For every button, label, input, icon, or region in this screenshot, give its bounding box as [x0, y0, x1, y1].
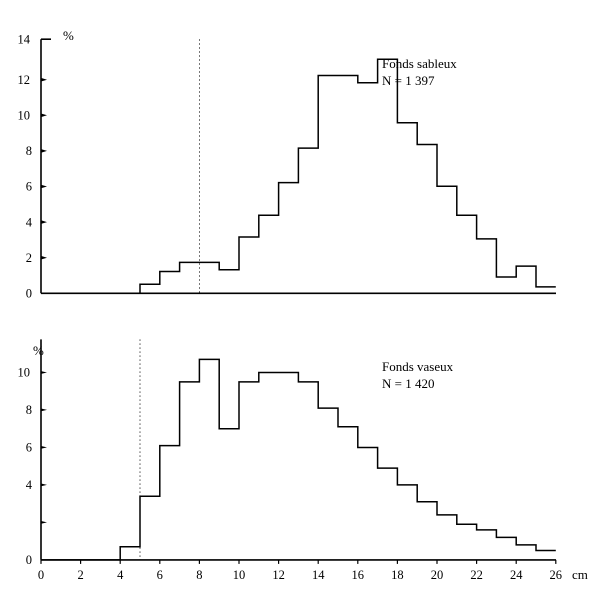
svg-text:10: 10	[233, 568, 246, 582]
svg-text:4: 4	[117, 568, 124, 582]
svg-text:10: 10	[18, 109, 31, 123]
svg-text:12: 12	[272, 568, 285, 582]
svg-text:26: 26	[550, 568, 563, 582]
svg-text:N = 1 397: N = 1 397	[382, 73, 435, 88]
svg-text:0: 0	[26, 553, 32, 567]
svg-text:0: 0	[38, 568, 44, 582]
svg-text:14: 14	[312, 568, 325, 582]
svg-text:22: 22	[470, 568, 483, 582]
svg-text:8: 8	[196, 568, 202, 582]
svg-text:Fonds vaseux: Fonds vaseux	[382, 359, 454, 374]
svg-text:6: 6	[26, 441, 32, 455]
svg-text:18: 18	[391, 568, 404, 582]
svg-text:12: 12	[18, 73, 31, 87]
svg-text:14: 14	[18, 32, 31, 46]
svg-text:N = 1 420: N = 1 420	[382, 376, 434, 391]
svg-text:2: 2	[26, 251, 32, 265]
svg-text:0: 0	[26, 287, 32, 301]
svg-text:6: 6	[26, 180, 32, 194]
svg-text:8: 8	[26, 403, 32, 417]
svg-text:8: 8	[26, 144, 32, 158]
svg-text:24: 24	[510, 568, 523, 582]
svg-text:Fonds sableux: Fonds sableux	[382, 56, 457, 71]
svg-text:6: 6	[157, 568, 163, 582]
svg-text:%: %	[33, 343, 44, 358]
svg-text:%: %	[63, 28, 74, 43]
svg-text:20: 20	[431, 568, 444, 582]
svg-text:4: 4	[26, 478, 33, 492]
svg-text:4: 4	[26, 215, 33, 229]
svg-text:cm: cm	[572, 567, 588, 582]
svg-text:16: 16	[352, 568, 365, 582]
svg-text:2: 2	[77, 568, 83, 582]
svg-text:10: 10	[18, 366, 31, 380]
